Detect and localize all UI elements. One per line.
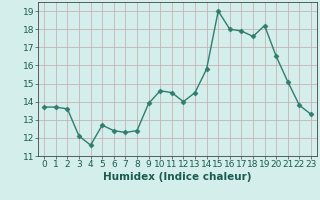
X-axis label: Humidex (Indice chaleur): Humidex (Indice chaleur) [103, 172, 252, 182]
